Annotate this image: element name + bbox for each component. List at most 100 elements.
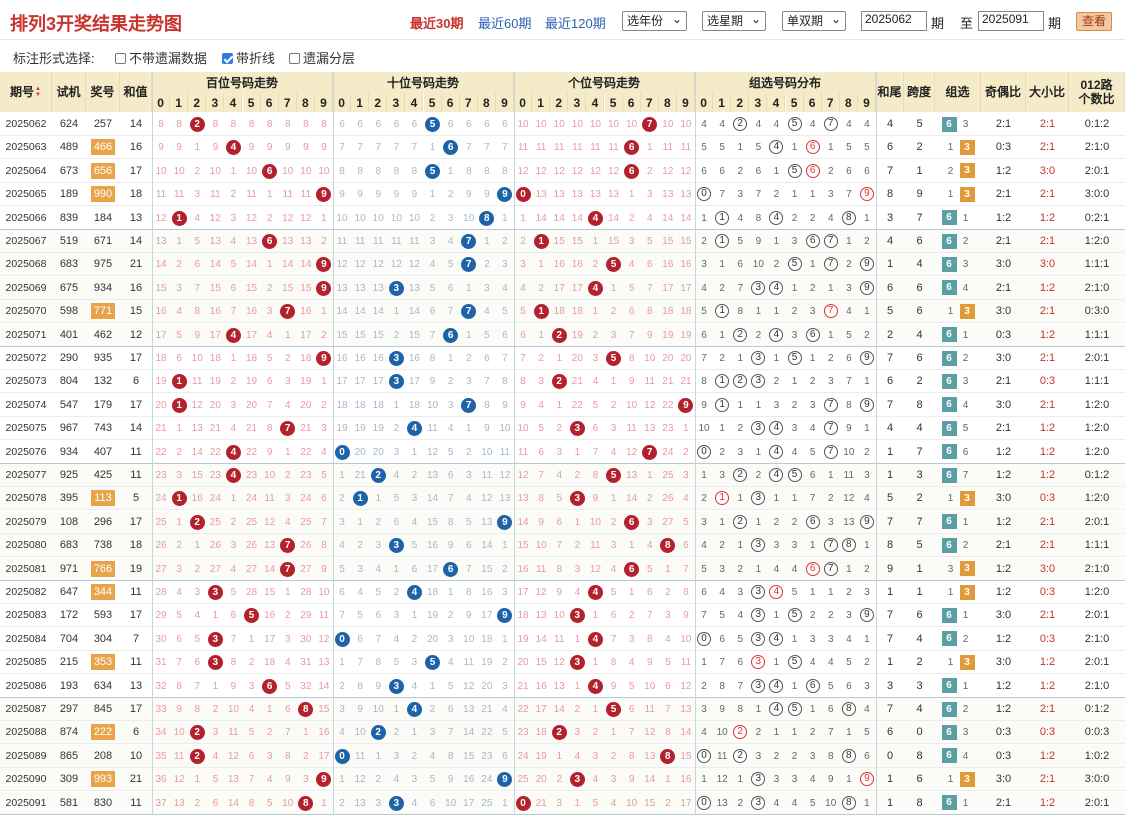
group-omission-cell: 1 bbox=[737, 353, 744, 364]
group-omission-cell: 6 bbox=[755, 165, 762, 177]
group3-badge: 3 bbox=[959, 584, 975, 600]
tens-omission-cell: 4 bbox=[411, 516, 418, 528]
route-cell: 1:2:0 bbox=[1084, 398, 1110, 411]
odd-even-cell: 1:2 bbox=[995, 632, 1012, 645]
option-layered-omission[interactable]: 遗漏分层 bbox=[289, 48, 355, 67]
tens-omission-cell: 3 bbox=[447, 633, 454, 645]
group-omission-cell: 5 bbox=[827, 680, 834, 692]
win-number-cell: 344 bbox=[86, 581, 120, 604]
span-cell: 7 bbox=[916, 445, 923, 458]
units-omission-cell: 4 bbox=[538, 399, 544, 411]
win-number-cell: 993 bbox=[86, 768, 120, 791]
tens-omission-cell: 3 bbox=[447, 212, 454, 224]
group-omission-cell: 5 bbox=[701, 306, 707, 318]
recent-120-link[interactable]: 最近120期 bbox=[545, 16, 606, 31]
tens-ball: 0 bbox=[334, 631, 350, 647]
parity-select[interactable]: 单双期 ⌄ bbox=[782, 11, 846, 31]
hundreds-omission-cell: 2 bbox=[212, 704, 219, 715]
tens-omission-cell: 2 bbox=[375, 516, 382, 528]
group-digit-mark: 3 bbox=[751, 538, 766, 553]
checkbox-icon[interactable] bbox=[289, 53, 300, 64]
win-number-value: 845 bbox=[93, 703, 113, 715]
recent-30-link[interactable]: 最近30期 bbox=[410, 16, 464, 31]
big-small-cell: 2:1 bbox=[1039, 398, 1056, 411]
units-omission-cell: 21 bbox=[680, 376, 692, 388]
units-omission-cell: 16 bbox=[680, 774, 692, 786]
hundreds-omission-cell: 11 bbox=[264, 493, 275, 505]
group-omission-cell: 3 bbox=[827, 633, 834, 645]
units-omission-cell: 23 bbox=[517, 727, 529, 739]
tens-omission-cell: 12 bbox=[390, 259, 402, 271]
hundreds-digit-6-header: 6 bbox=[260, 93, 279, 112]
tens-omission-cell: 8 bbox=[375, 657, 382, 669]
tens-omission-cell: 1 bbox=[447, 165, 454, 177]
tens-ball: 3 bbox=[388, 795, 404, 811]
weekday-select[interactable]: 选星期 ⌄ bbox=[702, 11, 766, 31]
hundreds-omission-cell: 2 bbox=[176, 446, 182, 458]
recent-60-link[interactable]: 最近60期 bbox=[478, 16, 532, 31]
from-issue-input[interactable]: 2025062 bbox=[861, 11, 927, 31]
hundreds-ball: 2 bbox=[189, 748, 205, 764]
group-gap: 6 bbox=[962, 446, 969, 458]
units-ball: 6 bbox=[624, 140, 640, 156]
group-omission-cell: 1 bbox=[791, 493, 798, 505]
group-omission-cell: 2 bbox=[791, 399, 798, 411]
win-number-value: 296 bbox=[93, 515, 113, 528]
hundreds-omission-cell: 11 bbox=[173, 750, 185, 762]
option-with-line[interactable]: 带折线 bbox=[222, 48, 275, 67]
group-omission-cell: 5 bbox=[864, 142, 870, 154]
tens-omission-cell: 2 bbox=[393, 587, 400, 598]
issue-header[interactable]: 期号 ▲▼ bbox=[0, 72, 52, 112]
tens-omission-cell: 2 bbox=[393, 423, 400, 435]
option-no-omission[interactable]: 不带遗漏数据 bbox=[115, 48, 207, 67]
hundreds-omission-cell: 7 bbox=[266, 399, 273, 411]
view-button[interactable]: 查看 bbox=[1076, 12, 1112, 31]
hundreds-omission-cell: 10 bbox=[282, 797, 294, 809]
units-omission-cell: 11 bbox=[517, 142, 529, 154]
group-omission-cell: 2 bbox=[755, 329, 762, 341]
checkbox-checked-icon[interactable] bbox=[222, 53, 233, 64]
hundreds-ball: 9 bbox=[316, 772, 332, 788]
units-omission-cell: 2 bbox=[592, 329, 599, 341]
hundreds-omission-cell: 18 bbox=[209, 353, 221, 364]
group-omission-cell: 1 bbox=[809, 353, 816, 364]
tens-omission-cell: 13 bbox=[354, 282, 366, 294]
hundreds-omission-cell: 20 bbox=[155, 399, 167, 411]
hundreds-ball: 6 bbox=[262, 678, 278, 694]
group-gap: 2 bbox=[962, 704, 969, 715]
hundreds-omission-cell: 1 bbox=[176, 236, 182, 247]
group-digit-mark: 3 bbox=[751, 795, 766, 810]
group-omission-cell: 4 bbox=[864, 119, 870, 130]
tens-ball: 4 bbox=[406, 702, 422, 717]
group-digit-mark: 3 bbox=[751, 491, 766, 506]
hundreds-omission-cell: 3 bbox=[266, 306, 273, 318]
span-cell: 5 bbox=[916, 118, 923, 130]
group-omission-cell: 4 bbox=[737, 212, 744, 224]
hundreds-omission-cell: 2 bbox=[194, 165, 201, 177]
year-select[interactable]: 选年份 ⌄ bbox=[622, 11, 687, 31]
tail-cell: 1 bbox=[886, 586, 894, 598]
to-issue-input[interactable]: 2025091 bbox=[978, 11, 1044, 31]
hundreds-omission-cell: 17 bbox=[245, 329, 258, 341]
units-omission-cell: 1 bbox=[592, 236, 599, 247]
hundreds-omission-cell: 1 bbox=[266, 259, 273, 271]
win-number-cell: 208 bbox=[86, 745, 120, 768]
tens-omission-cell: 17 bbox=[372, 376, 384, 388]
group-digit-mark: 9 bbox=[859, 257, 874, 272]
issue-cell: 2025079 bbox=[5, 515, 47, 528]
sort-icon[interactable]: ▲▼ bbox=[35, 86, 41, 98]
units-omission-cell: 12 bbox=[535, 587, 547, 598]
hundreds-omission-cell: 21 bbox=[155, 423, 167, 435]
test-number-cell: 624 bbox=[59, 118, 79, 130]
units-omission-cell: 1 bbox=[665, 563, 671, 575]
hundreds-omission-cell: 6 bbox=[194, 259, 201, 271]
hundreds-ball: 1 bbox=[171, 210, 187, 226]
units-omission-cell: 13 bbox=[553, 189, 565, 201]
group-omission-cell: 5 bbox=[791, 587, 798, 598]
checkbox-icon[interactable] bbox=[115, 53, 126, 64]
units-omission-cell: 16 bbox=[553, 259, 565, 271]
tens-omission-cell: 1 bbox=[357, 516, 363, 528]
